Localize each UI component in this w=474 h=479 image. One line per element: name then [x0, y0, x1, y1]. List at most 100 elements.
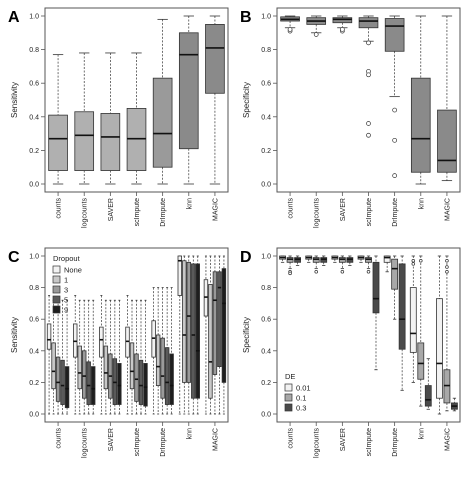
box-counts	[48, 54, 68, 185]
panel-letter: A	[8, 9, 20, 26]
box-body	[51, 342, 56, 390]
box-body	[417, 342, 425, 380]
box-body	[409, 287, 417, 353]
box-scimpute-0.3	[372, 255, 380, 371]
box-body	[86, 361, 91, 405]
y-tick-label: 1.0	[29, 14, 39, 21]
box-body	[208, 284, 213, 399]
y-tick-label: 0.6	[29, 81, 39, 88]
x-tick-label: MAGIC	[444, 428, 451, 451]
x-tick-label: logcounts	[314, 428, 321, 458]
box-counts-0.3	[294, 255, 301, 266]
box-body	[46, 323, 52, 350]
box-counts-0.01	[279, 255, 286, 263]
box-body	[177, 255, 182, 296]
box-body	[383, 255, 391, 263]
legend-swatch	[52, 285, 61, 294]
box-body	[126, 108, 147, 171]
x-tick-label: DrImpute	[160, 428, 167, 457]
box-magic	[437, 15, 457, 182]
box-counts-0.1	[286, 255, 294, 276]
box-body	[212, 271, 218, 375]
y-tick-label: 0.4	[261, 114, 271, 121]
box-logcounts-9	[91, 299, 96, 415]
box-scimpute-5	[138, 299, 144, 415]
box-scimpute-0.01	[357, 255, 365, 263]
x-tick-label: knn	[186, 198, 193, 209]
box-body	[77, 345, 82, 390]
box-body	[117, 363, 122, 405]
box-saver-0.01	[331, 255, 339, 263]
outlier-point	[288, 271, 292, 276]
y-tick-label: 0.6	[261, 81, 271, 88]
box-counts-3	[55, 299, 61, 415]
legend-label: 0.01	[296, 384, 311, 393]
box-body	[64, 366, 70, 409]
outlier-point	[392, 173, 397, 178]
y-tick-label: 0.0	[261, 412, 271, 419]
box-body	[152, 77, 173, 168]
box-body	[186, 261, 191, 383]
x-tick-label: logcounts	[82, 198, 89, 228]
box-saver-None	[99, 295, 104, 415]
x-tick-label: counts	[56, 428, 63, 449]
box-body	[205, 23, 225, 94]
outlier-point	[366, 40, 371, 46]
box-counts-5	[60, 299, 65, 415]
panel-b: B 0.0 0.2 0.4 0.6 0.8 1.0 Specificity counts logc…	[240, 7, 461, 228]
outlier-point	[445, 265, 449, 269]
y-tick-label: 0.0	[261, 182, 271, 189]
y-tick-label: 0.8	[29, 285, 39, 292]
box-counts-None	[46, 295, 52, 415]
y-tick-label: 0.4	[261, 348, 271, 355]
x-tick-label: knn	[418, 428, 425, 439]
box-body	[74, 111, 95, 171]
x-tick-label: knn	[186, 428, 193, 439]
box-body	[55, 356, 61, 402]
box-body	[103, 345, 109, 390]
legend-title: Dropout	[53, 254, 81, 263]
box-body	[169, 353, 174, 405]
y-tick-label: 0.6	[29, 317, 39, 324]
box-magic	[205, 15, 225, 185]
box-body	[100, 113, 121, 171]
legend-label: 9	[64, 306, 68, 315]
box-body	[221, 268, 227, 383]
legend-swatch	[284, 383, 293, 392]
box-drimpute	[152, 18, 173, 185]
box-magic-9	[221, 255, 227, 415]
box-body	[191, 263, 196, 399]
box-drimpute-0.3	[398, 255, 406, 391]
box-body	[99, 326, 104, 358]
outlier-point	[392, 137, 397, 143]
box-magic-3	[212, 255, 218, 415]
box-scimpute-9	[143, 299, 148, 415]
legend-label: 0.1	[296, 394, 306, 403]
box-saver-1	[103, 299, 109, 415]
x-tick-label: DrImpute	[392, 198, 399, 227]
x-tick-label: MAGIC	[444, 198, 451, 221]
box-drimpute-9	[169, 287, 174, 415]
box-body	[358, 17, 379, 29]
box-drimpute-0.01	[383, 255, 391, 273]
y-axis-label: Specificity	[242, 82, 251, 118]
outlier-point	[313, 32, 319, 37]
x-tick-label: scImpute	[134, 428, 141, 457]
outlier-point	[411, 262, 416, 266]
box-scimpute-1	[129, 299, 135, 415]
outlier-point	[366, 132, 371, 138]
x-tick-label: DrImpute	[392, 428, 399, 457]
box-knn-0.01	[409, 255, 417, 383]
box-counts	[280, 15, 300, 34]
box-scimpute	[126, 52, 147, 185]
panel-letter: B	[240, 9, 252, 26]
box-logcounts-None	[73, 295, 78, 415]
box-body	[178, 32, 199, 150]
x-tick-label: SAVER	[340, 198, 347, 221]
x-tick-label: DrImpute	[160, 198, 167, 227]
legend: DE0.010.10.3	[284, 372, 311, 413]
y-tick-label: 1.0	[29, 254, 39, 261]
box-scimpute-3	[134, 299, 139, 415]
y-tick-label: 0.8	[29, 47, 39, 54]
